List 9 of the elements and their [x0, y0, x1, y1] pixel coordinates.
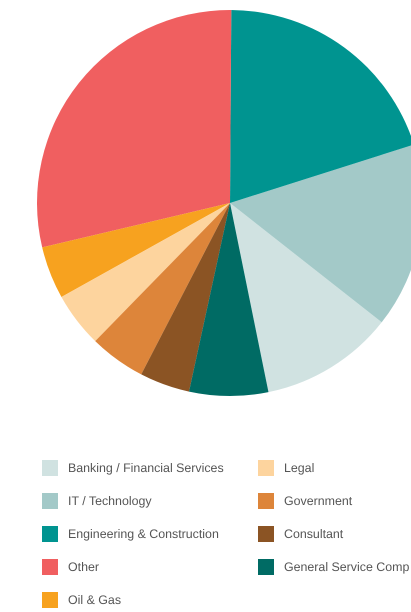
legend-label: Engineering & Construction [68, 527, 219, 541]
legend-label: Government [284, 494, 352, 508]
legend-label: Other [68, 560, 99, 574]
legend-label: IT / Technology [68, 494, 152, 508]
legend-label: General Service Comp [284, 560, 410, 574]
legend-label: Legal [284, 461, 314, 475]
legend-label: Consultant [284, 527, 344, 541]
legend-label: Oil & Gas [68, 593, 122, 607]
legend-label: Banking / Financial Services [68, 461, 224, 475]
